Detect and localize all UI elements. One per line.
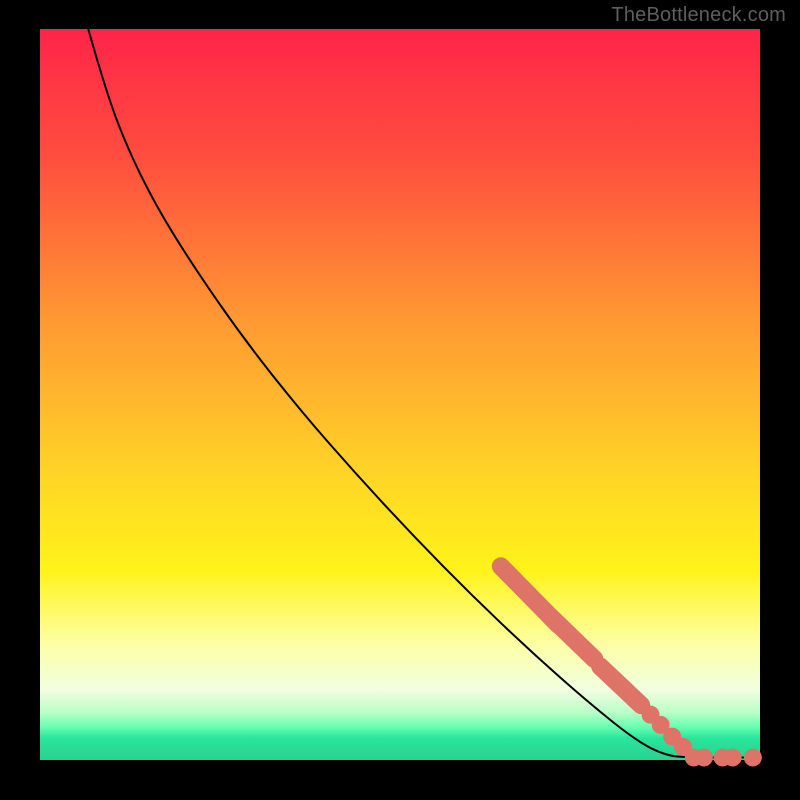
marker-dot [744, 748, 762, 766]
marker-dot [695, 748, 713, 766]
marker-segment [600, 666, 641, 705]
bottleneck-curve [88, 29, 760, 757]
marker-segment [550, 616, 595, 659]
attribution-label: TheBottleneck.com [611, 4, 786, 27]
marker-dot [724, 748, 742, 766]
plot-area [40, 29, 760, 760]
curve-layer [40, 29, 760, 760]
chart-frame: TheBottleneck.com [0, 0, 800, 800]
